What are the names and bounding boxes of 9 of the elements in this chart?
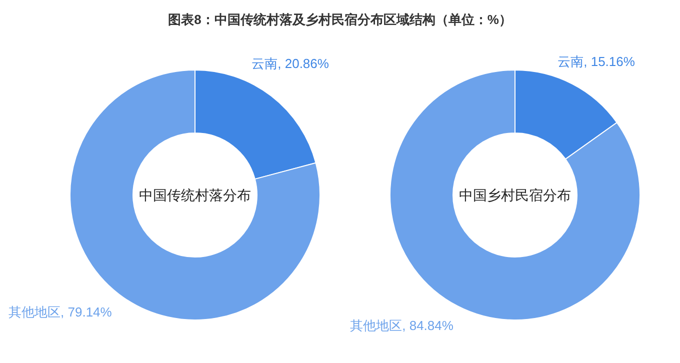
donut-slice — [390, 70, 640, 320]
slice-label: 其他地区, 79.14% — [8, 304, 112, 320]
donut-slice — [70, 70, 320, 320]
slice-label: 云南, 20.86% — [252, 56, 330, 71]
text: 中国乡村民宿分布 — [459, 187, 571, 203]
slice-label: 云南, 15.16% — [558, 54, 636, 69]
chart-title: 图表8：中国传统村落及乡村民宿分布区域结构（单位：%） — [168, 12, 512, 27]
text: 中国传统村落分布 — [139, 187, 251, 203]
slice-label: 其他地区, 84.84% — [350, 318, 454, 334]
